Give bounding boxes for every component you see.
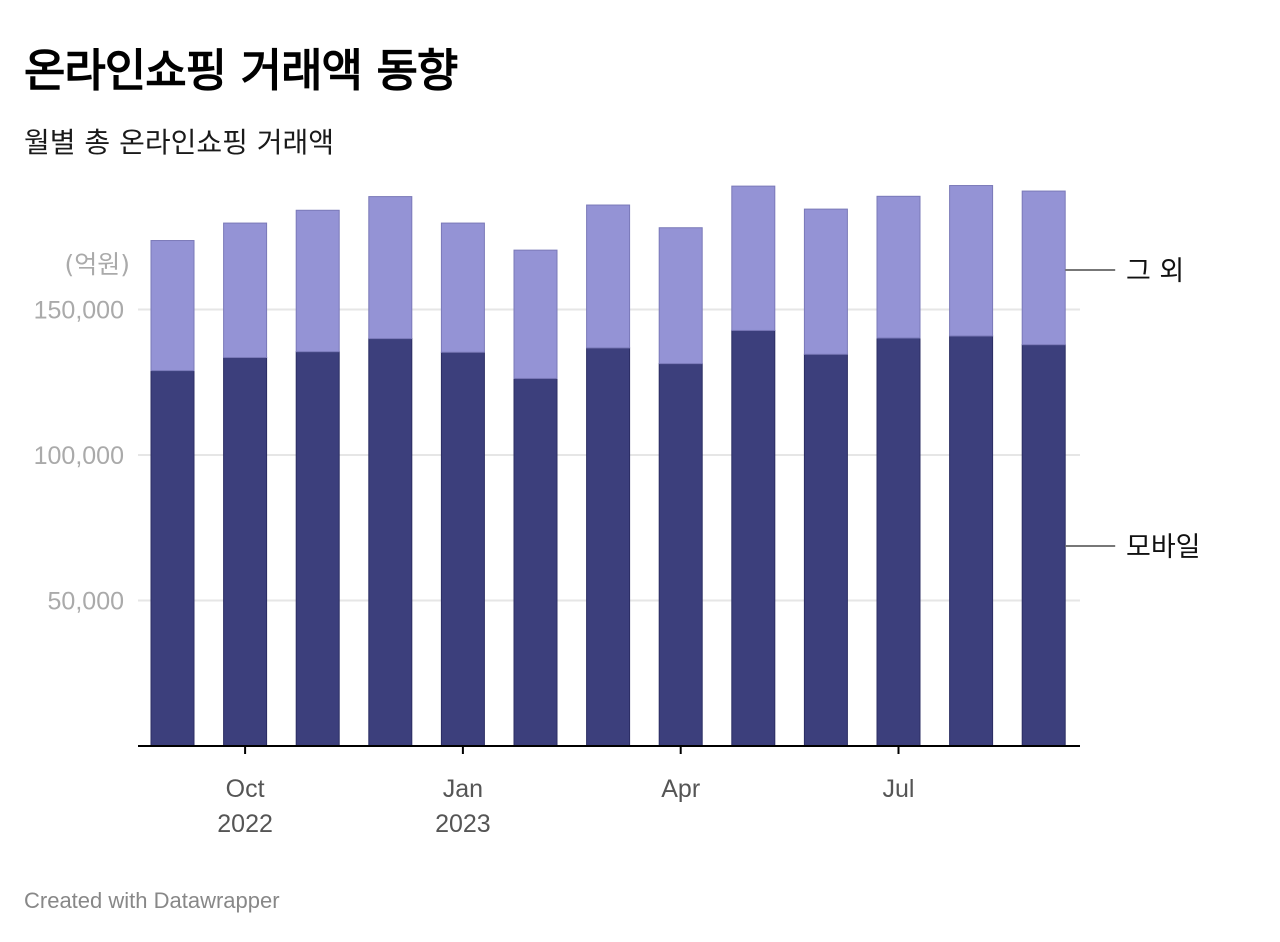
- footer-credit[interactable]: Created with Datawrapper: [24, 888, 280, 913]
- bar-segment-other: [586, 204, 631, 349]
- bar-segment-other: [949, 185, 994, 337]
- bar-segment-other: [658, 227, 703, 365]
- x-tick-label-month: Jan: [443, 775, 483, 803]
- bar-segment-mobile: [368, 338, 413, 747]
- bar-segment-other: [295, 209, 340, 353]
- bar-segment-mobile: [658, 363, 703, 747]
- bar-segment-other: [368, 196, 413, 340]
- bar-segment-mobile: [731, 329, 776, 747]
- y-unit-label: (억원): [64, 250, 130, 279]
- bar-segment-other: [876, 195, 921, 339]
- bar-segment-mobile: [949, 335, 994, 747]
- x-tick-label-year: 2023: [435, 810, 491, 838]
- bar-segment-other: [440, 222, 485, 353]
- x-tick-label-month: Jul: [883, 775, 915, 803]
- y-tick-label: 50,000: [48, 588, 124, 616]
- bar-segment-other: [731, 185, 776, 331]
- bar-segment-mobile: [803, 353, 848, 747]
- bar-segment-mobile: [295, 351, 340, 747]
- legend-label-other: 그 외: [1126, 256, 1184, 287]
- bar-segment-other: [803, 208, 848, 355]
- bar-segment-mobile: [150, 370, 195, 747]
- bar-segment-mobile: [586, 347, 631, 747]
- y-tick-label: 150,000: [34, 297, 124, 325]
- bar-segment-mobile: [876, 337, 921, 747]
- chart-subtitle: 월별 총 온라인쇼핑 거래액: [24, 126, 335, 159]
- x-tick-label-month: Oct: [226, 775, 265, 803]
- y-tick-label: 100,000: [34, 442, 124, 470]
- x-tick-label-month: Apr: [661, 775, 700, 803]
- legend-label-mobile: 모바일: [1126, 532, 1201, 563]
- bar-segment-other: [513, 249, 558, 379]
- bar-segment-mobile: [1021, 344, 1066, 747]
- chart-title: 온라인쇼핑 거래액 동향: [24, 44, 458, 97]
- bar-segment-mobile: [440, 351, 485, 747]
- bar-segment-other: [150, 240, 195, 372]
- bar-segment-other: [1021, 190, 1066, 346]
- bar-segment-other: [223, 222, 268, 359]
- bar-segment-mobile: [513, 377, 558, 747]
- bar-segment-mobile: [223, 357, 268, 747]
- x-tick-label-year: 2022: [217, 810, 273, 838]
